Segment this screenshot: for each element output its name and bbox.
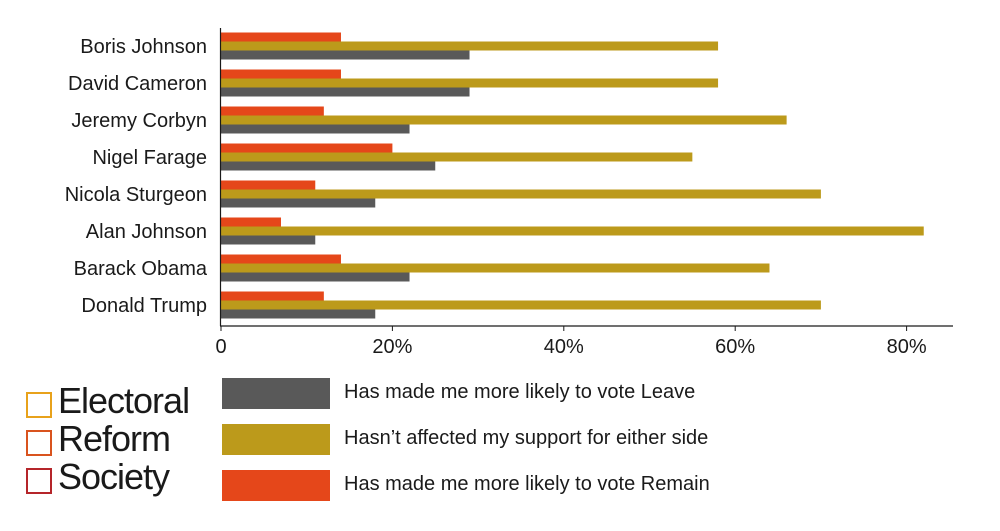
bar-jeremy-corbyn-series-1 bbox=[221, 115, 787, 125]
category-label: Nigel Farage bbox=[92, 147, 207, 169]
bar-nicola-sturgeon-series-1 bbox=[221, 189, 821, 199]
legend-swatch-remain bbox=[222, 470, 330, 501]
logo-square-icon bbox=[26, 468, 52, 494]
bar-donald-trump-series-0 bbox=[221, 291, 324, 301]
x-tick-label: 40% bbox=[544, 336, 584, 358]
logo-square-icon bbox=[26, 430, 52, 456]
bar-nigel-farage-series-0 bbox=[221, 143, 393, 153]
legend-swatch-leave bbox=[222, 378, 330, 409]
x-tick-label: 20% bbox=[372, 336, 412, 358]
bar-boris-johnson-series-1 bbox=[221, 41, 719, 51]
x-tick-label: 80% bbox=[887, 336, 927, 358]
bar-nigel-farage-series-1 bbox=[221, 152, 693, 162]
bar-david-cameron-series-2 bbox=[221, 87, 470, 97]
logo-word-electoral: Electoral bbox=[58, 380, 190, 421]
legend-item-leave: Has made me more likely to vote Leave bbox=[222, 378, 782, 410]
electoral-reform-society-logo: Electoral Reform Society bbox=[22, 380, 217, 504]
x-tick-label: 0 bbox=[215, 336, 226, 358]
bar-donald-trump-series-1 bbox=[221, 300, 821, 310]
bar-david-cameron-series-1 bbox=[221, 78, 719, 88]
logo-word-society: Society bbox=[58, 456, 170, 497]
bar-jeremy-corbyn-series-0 bbox=[221, 106, 324, 116]
logo-word-reform: Reform bbox=[58, 418, 171, 459]
bars-group bbox=[221, 32, 924, 319]
bar-alan-johnson-series-1 bbox=[221, 226, 924, 236]
bar-barack-obama-series-1 bbox=[221, 263, 770, 273]
category-label: Jeremy Corbyn bbox=[71, 110, 207, 132]
bar-nicola-sturgeon-series-0 bbox=[221, 180, 316, 190]
category-label: Donald Trump bbox=[81, 295, 207, 317]
category-label: Alan Johnson bbox=[86, 221, 207, 243]
legend-item-remain: Has made me more likely to vote Remain bbox=[222, 470, 782, 502]
bar-barack-obama-series-0 bbox=[221, 254, 341, 264]
bar-alan-johnson-series-0 bbox=[221, 217, 281, 227]
logo-square-icon bbox=[26, 392, 52, 418]
bar-boris-johnson-series-0 bbox=[221, 32, 341, 42]
legend-item-unaffected: Hasn’t affected my support for either si… bbox=[222, 424, 782, 456]
legend-label-remain: Has made me more likely to vote Remain bbox=[344, 473, 710, 495]
bar-david-cameron-series-0 bbox=[221, 69, 341, 79]
bar-nicola-sturgeon-series-2 bbox=[221, 198, 376, 208]
legend-swatch-unaffected bbox=[222, 424, 330, 455]
bar-boris-johnson-series-2 bbox=[221, 50, 470, 60]
category-label: Boris Johnson bbox=[80, 36, 207, 58]
x-tick-label: 60% bbox=[715, 336, 755, 358]
legend-label-leave: Has made me more likely to vote Leave bbox=[344, 381, 696, 403]
legend-label-unaffected: Hasn’t affected my support for either si… bbox=[344, 427, 709, 449]
x-axis-ticks: 0 20% 40% 60% 80% bbox=[215, 326, 927, 358]
bar-barack-obama-series-2 bbox=[221, 272, 410, 282]
bar-jeremy-corbyn-series-2 bbox=[221, 124, 410, 134]
bar-donald-trump-series-2 bbox=[221, 309, 376, 319]
category-label: David Cameron bbox=[68, 73, 207, 95]
category-label: Nicola Sturgeon bbox=[65, 184, 207, 206]
category-labels: Boris Johnson David Cameron Jeremy Corbyn N… bbox=[65, 36, 208, 317]
bar-nigel-farage-series-2 bbox=[221, 161, 436, 171]
bar-alan-johnson-series-2 bbox=[221, 235, 316, 245]
category-label: Barack Obama bbox=[74, 258, 208, 280]
